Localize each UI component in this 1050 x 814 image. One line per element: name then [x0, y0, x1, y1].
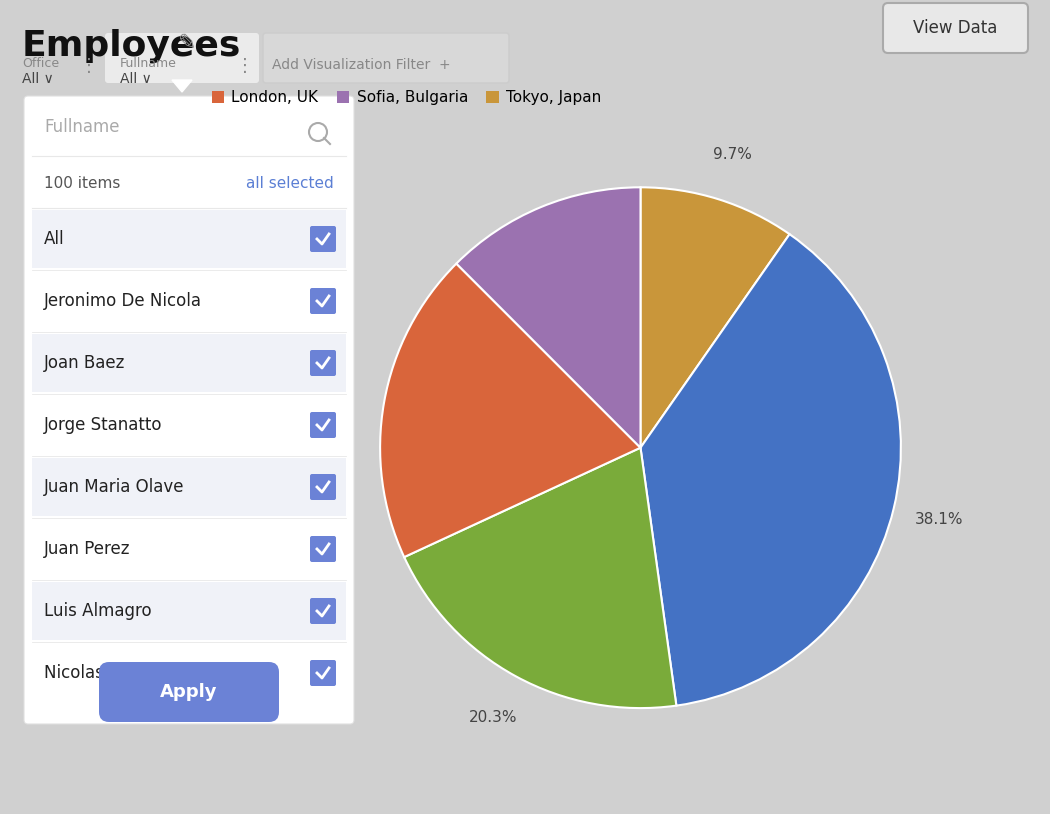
- FancyBboxPatch shape: [310, 288, 336, 314]
- Text: All: All: [44, 230, 65, 248]
- Text: Fullname: Fullname: [120, 57, 176, 70]
- Legend: London, UK, Sofia, Bulgaria, Tokyo, Japan: London, UK, Sofia, Bulgaria, Tokyo, Japa…: [206, 85, 608, 112]
- Wedge shape: [457, 187, 640, 448]
- Text: All ∨: All ∨: [22, 72, 54, 86]
- Text: Fullname: Fullname: [44, 118, 120, 136]
- FancyBboxPatch shape: [32, 582, 347, 640]
- Text: Jorge Stanatto: Jorge Stanatto: [44, 416, 163, 434]
- Text: Add Visualization Filter  +: Add Visualization Filter +: [272, 58, 450, 72]
- Text: 9.7%: 9.7%: [713, 147, 752, 162]
- Polygon shape: [172, 80, 192, 92]
- FancyBboxPatch shape: [32, 210, 347, 268]
- Text: 38.1%: 38.1%: [915, 512, 964, 527]
- Text: Luis Almagro: Luis Almagro: [44, 602, 151, 620]
- FancyBboxPatch shape: [262, 33, 509, 83]
- FancyBboxPatch shape: [105, 33, 259, 83]
- Text: Apply: Apply: [161, 683, 217, 701]
- FancyBboxPatch shape: [310, 350, 336, 376]
- Text: Juan Perez: Juan Perez: [44, 540, 130, 558]
- Text: ⋮: ⋮: [80, 57, 98, 75]
- Text: Nicolas Favarelli: Nicolas Favarelli: [44, 664, 177, 682]
- FancyBboxPatch shape: [32, 334, 347, 392]
- Text: All ∨: All ∨: [120, 72, 152, 86]
- FancyBboxPatch shape: [310, 660, 336, 686]
- Text: Employees: Employees: [22, 29, 242, 63]
- Text: Juan Maria Olave: Juan Maria Olave: [44, 478, 185, 496]
- FancyBboxPatch shape: [883, 3, 1028, 53]
- Text: Jeronimo De Nicola: Jeronimo De Nicola: [44, 292, 202, 310]
- Text: all selected: all selected: [247, 177, 334, 191]
- Text: Office: Office: [22, 57, 59, 70]
- FancyBboxPatch shape: [24, 96, 354, 724]
- Text: 100 items: 100 items: [44, 177, 121, 191]
- FancyBboxPatch shape: [310, 598, 336, 624]
- Text: ⋮: ⋮: [236, 57, 254, 75]
- FancyBboxPatch shape: [32, 458, 347, 516]
- FancyBboxPatch shape: [310, 226, 336, 252]
- Wedge shape: [380, 264, 640, 557]
- Wedge shape: [404, 448, 676, 708]
- Text: ✎: ✎: [178, 33, 196, 53]
- FancyBboxPatch shape: [99, 662, 279, 722]
- Wedge shape: [640, 234, 901, 706]
- FancyBboxPatch shape: [310, 474, 336, 500]
- Text: 20.3%: 20.3%: [469, 710, 518, 725]
- FancyBboxPatch shape: [310, 412, 336, 438]
- Wedge shape: [640, 187, 790, 448]
- Text: Joan Baez: Joan Baez: [44, 354, 125, 372]
- Text: View Data: View Data: [914, 19, 998, 37]
- FancyBboxPatch shape: [310, 536, 336, 562]
